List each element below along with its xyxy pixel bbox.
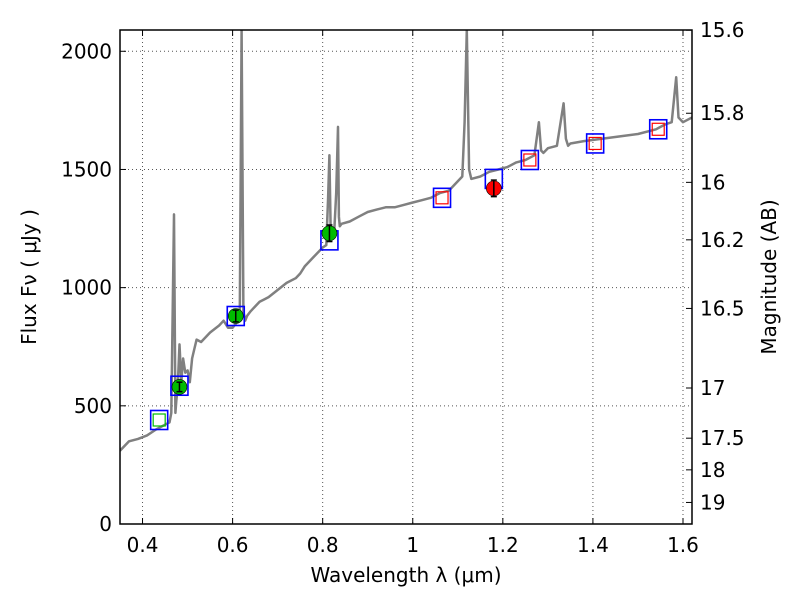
model-point-marker — [149, 409, 169, 431]
y-tick-label: 1000 — [61, 276, 112, 300]
grid — [120, 30, 692, 524]
model-point-marker — [226, 305, 246, 327]
magnitude-tick-label: 15.6 — [700, 18, 745, 42]
x-axis-label: Wavelength λ (μm) — [310, 563, 501, 587]
spectrum-line — [120, 30, 692, 452]
filter-inner-marker — [435, 191, 449, 205]
magnitude-tick-label: 17.5 — [700, 426, 745, 450]
x-tick-label: 0.4 — [127, 533, 159, 557]
magnitude-tick-label: 15.8 — [700, 101, 745, 125]
model-point-marker — [170, 375, 189, 397]
model-point-marker — [648, 118, 668, 140]
y-tick-label: 2000 — [61, 39, 112, 63]
model-point-marker — [520, 149, 540, 171]
filter-inner-marker — [152, 413, 166, 427]
model-point-marker — [585, 133, 605, 154]
magnitude-tick-label: 17 — [700, 376, 725, 400]
filter-inner-marker — [651, 122, 665, 136]
magnitude-tick-label: 16.2 — [700, 228, 745, 252]
x-tick-label: 1 — [406, 533, 419, 557]
x-tick-label: 1.4 — [577, 533, 609, 557]
y-tick-label: 1500 — [61, 157, 112, 181]
model-point-marker — [432, 187, 452, 209]
filter-inner-marker — [523, 153, 537, 167]
axes: 0.4 0.6 0.8 1 1.2 1.4 1.6 0 500 1000 1500 2000 15.6 1… — [61, 18, 744, 557]
magnitude-tick-label: 18 — [700, 458, 725, 482]
y-axis-label: Flux Fν ( μJy ) — [17, 209, 41, 345]
x-tick-label: 0.6 — [217, 533, 249, 557]
magnitude-tick-label: 19 — [700, 490, 725, 514]
y-tick-label: 500 — [74, 394, 112, 418]
magnitude-axis-label: Magnitude (AB) — [757, 199, 781, 354]
filter-inner-marker — [588, 136, 602, 151]
magnitude-tick-label: 16 — [700, 170, 725, 194]
magnitude-tick-label: 16.5 — [700, 296, 745, 320]
x-tick-label: 1.6 — [667, 533, 699, 557]
x-tick-label: 1.2 — [487, 533, 519, 557]
y-tick-label: 0 — [99, 512, 112, 536]
plot-area — [120, 30, 692, 452]
x-tick-label: 0.8 — [307, 533, 339, 557]
plot-frame — [119, 29, 693, 525]
